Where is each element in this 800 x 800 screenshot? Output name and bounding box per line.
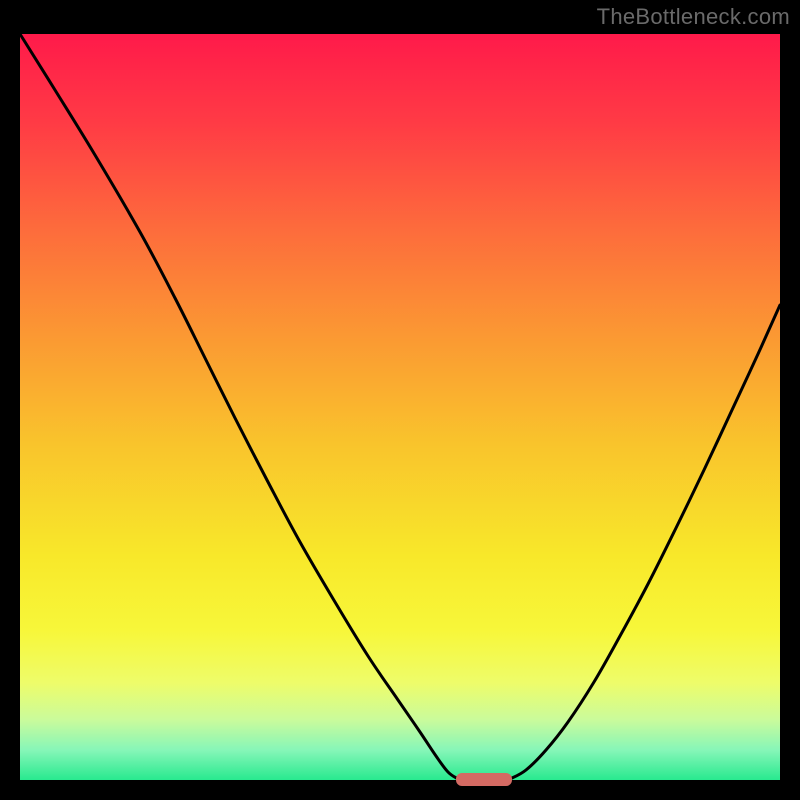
frame-bottom bbox=[0, 780, 800, 800]
bottleneck-chart bbox=[0, 0, 800, 800]
optimal-range-marker bbox=[456, 773, 512, 786]
frame-left bbox=[0, 0, 20, 800]
watermark-text: TheBottleneck.com bbox=[597, 4, 790, 30]
frame-right bbox=[780, 0, 800, 800]
plot-background bbox=[20, 34, 780, 780]
